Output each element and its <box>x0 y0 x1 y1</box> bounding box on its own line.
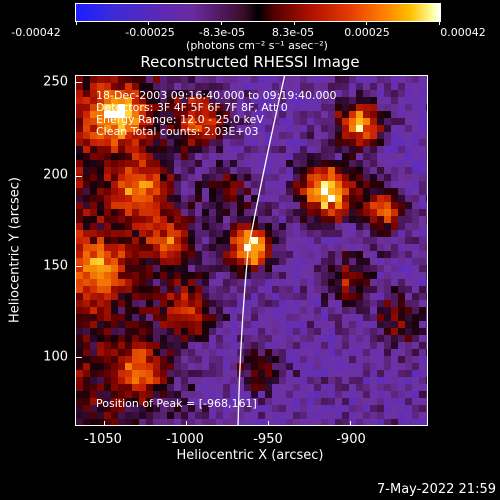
y-tick-label: 200 <box>43 167 68 183</box>
y-axis-label: Heliocentric Y (arcsec) <box>7 177 23 323</box>
y-tick <box>76 266 82 267</box>
info-peak-position: Position of Peak = [-968,161] <box>96 397 257 410</box>
colorbar <box>75 3 441 22</box>
y-tick-label: 250 <box>43 74 68 90</box>
plot-title: Reconstructed RHESSI Image <box>140 53 360 71</box>
image-plot: 18-Dec-2003 09:16:40.000 to 09:19:40.000… <box>75 75 428 426</box>
colorbar-tick <box>366 21 367 25</box>
limb-overlay <box>237 76 286 425</box>
y-tick <box>76 82 82 83</box>
x-tick-label: -900 <box>336 432 366 447</box>
y-tick <box>76 176 82 177</box>
hxr-image <box>76 76 427 425</box>
x-tick <box>186 421 187 425</box>
x-axis-label: Heliocentric X (arcsec) <box>176 448 324 463</box>
y-tick-label: 150 <box>43 258 68 274</box>
y-tick-label: 100 <box>43 349 68 365</box>
x-tick-label: -1050 <box>84 432 122 447</box>
colorbar-units: (photons cm⁻² s⁻¹ asec⁻²) <box>186 39 328 52</box>
x-tick-label: -1000 <box>166 432 204 447</box>
colorbar-label: 0.00025 <box>344 26 390 39</box>
colorbar-label: -8.3e-05 <box>198 26 246 39</box>
colorbar-label: -0.00042 <box>11 26 61 39</box>
info-time-range: 18-Dec-2003 09:16:40.000 to 09:19:40.000 <box>96 89 337 102</box>
colorbar-tick <box>294 21 295 25</box>
colorbar-label: 0.00042 <box>440 26 486 39</box>
info-detectors: Detectors: 3F 4F 5F 6F 7F 8F, Att 0 <box>96 101 288 114</box>
colorbar-tick <box>76 21 77 25</box>
colorbar-tick <box>439 21 440 25</box>
colorbar-tick <box>221 21 222 25</box>
info-energy: Energy Range: 12.0 - 25.0 keV <box>96 113 264 126</box>
x-tick-label: -950 <box>253 432 283 447</box>
colorbar-tick <box>148 21 149 25</box>
solar-limb-line <box>237 76 286 425</box>
info-clean: Clean Total counts: 2.03E+03 <box>96 125 259 138</box>
x-tick <box>268 421 269 425</box>
x-tick <box>104 421 105 425</box>
timestamp: 7-May-2022 21:59 <box>377 482 496 497</box>
colorbar-label: -0.00025 <box>125 26 175 39</box>
colorbar-label: 8.3e-05 <box>271 26 315 39</box>
x-tick <box>350 421 351 425</box>
y-tick <box>76 357 82 358</box>
